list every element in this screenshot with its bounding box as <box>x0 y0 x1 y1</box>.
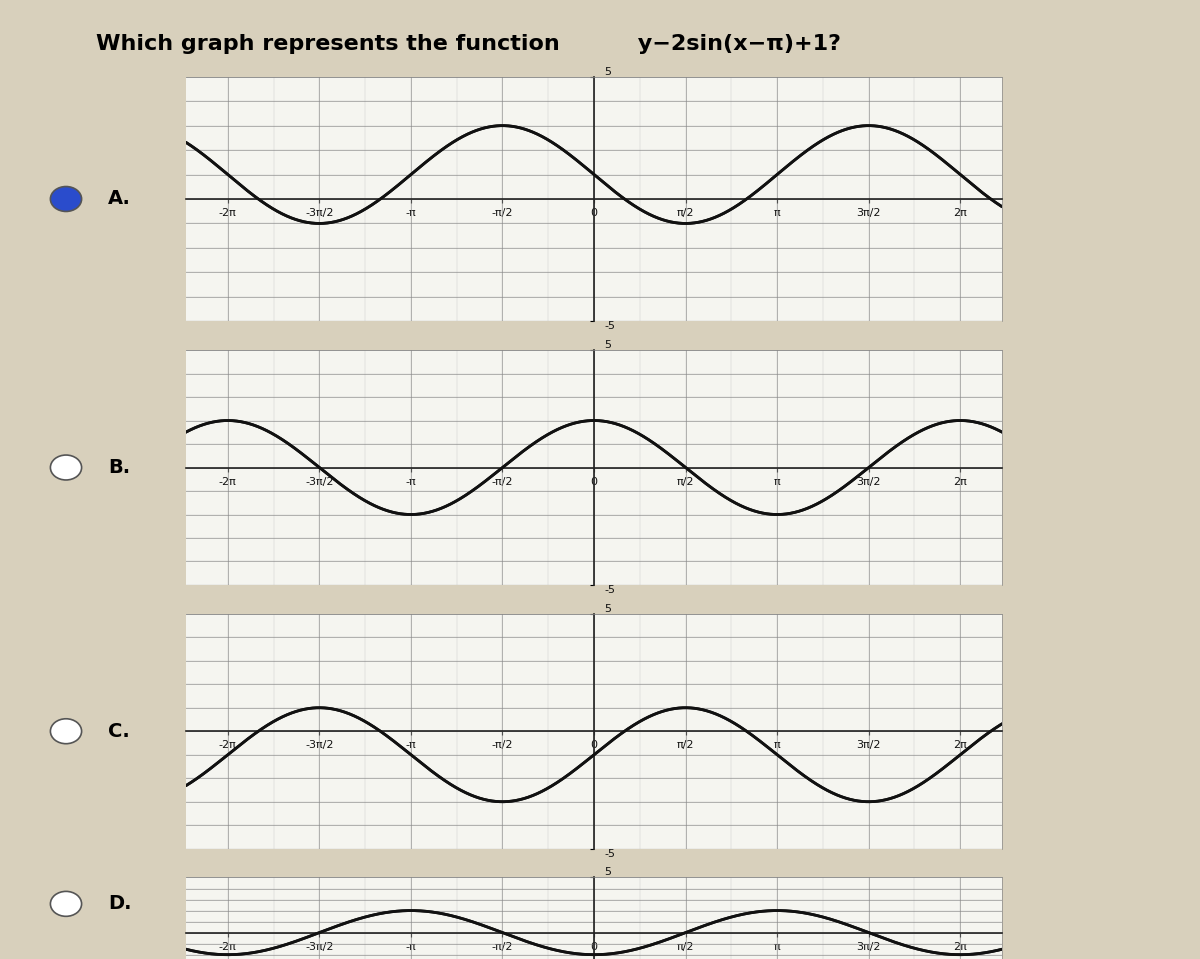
Text: B.: B. <box>108 458 130 477</box>
Text: Which graph represents the function: Which graph represents the function <box>96 34 559 54</box>
Text: y−2sin(x−π)+1?: y−2sin(x−π)+1? <box>630 34 841 54</box>
Text: 5: 5 <box>605 67 612 77</box>
Text: C.: C. <box>108 722 130 740</box>
Text: 5: 5 <box>605 868 612 877</box>
Text: D.: D. <box>108 895 132 913</box>
Text: 5: 5 <box>605 340 612 350</box>
Text: 5: 5 <box>605 604 612 614</box>
Text: -5: -5 <box>605 321 616 331</box>
Text: -5: -5 <box>605 849 616 858</box>
Text: -5: -5 <box>605 585 616 595</box>
Text: A.: A. <box>108 190 131 208</box>
